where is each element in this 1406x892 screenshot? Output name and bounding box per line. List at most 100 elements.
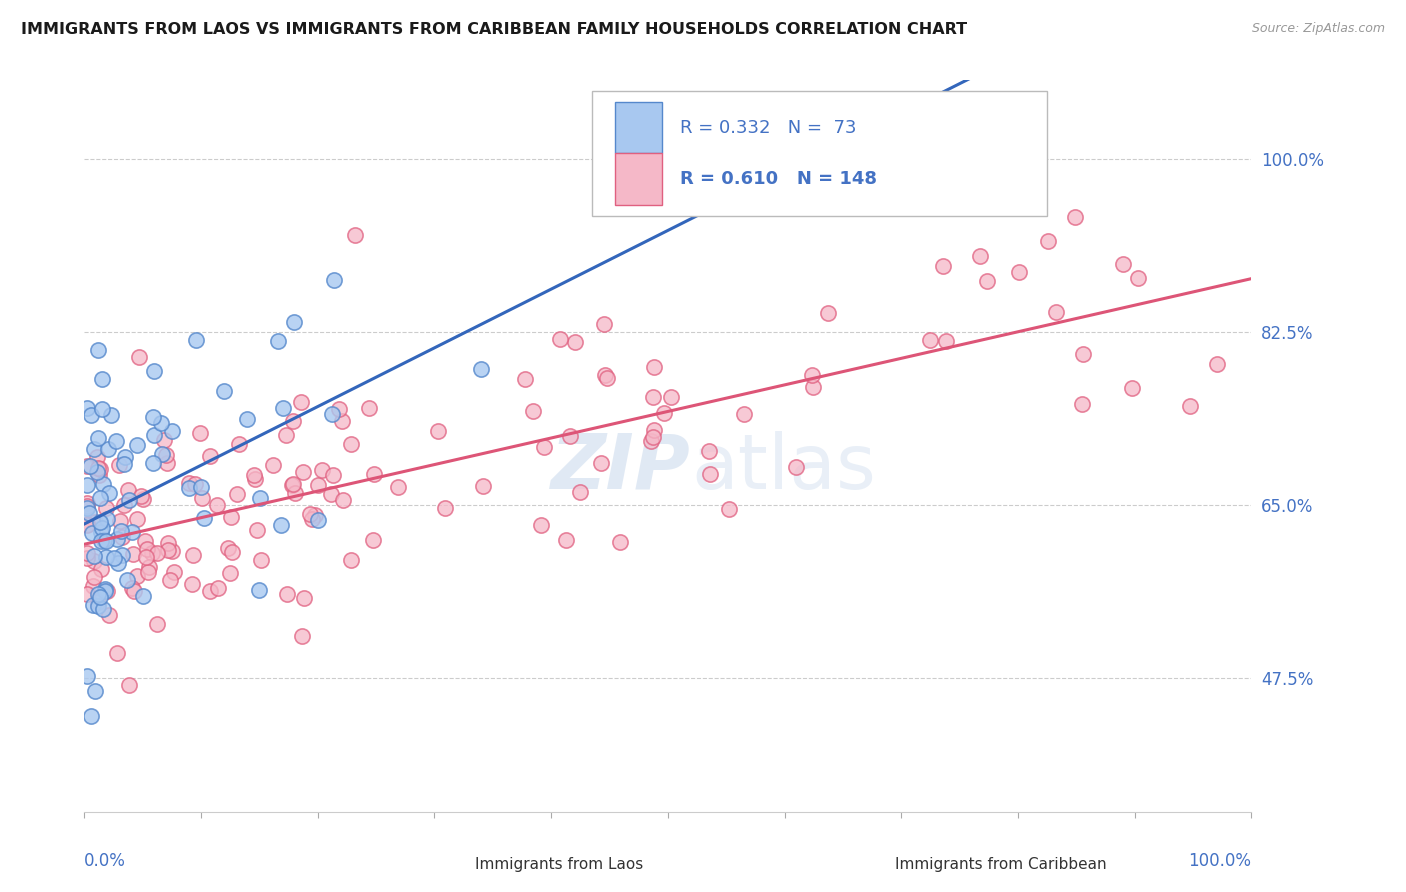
Point xyxy=(104,434,127,448)
Point xyxy=(156,536,179,550)
Point xyxy=(122,583,145,598)
Point xyxy=(132,589,155,603)
Point xyxy=(193,511,215,525)
Point xyxy=(513,372,536,386)
Point xyxy=(609,534,631,549)
Point xyxy=(1071,397,1094,411)
Point xyxy=(290,395,312,409)
Point xyxy=(340,437,363,451)
Point xyxy=(558,429,581,443)
Point xyxy=(299,507,322,521)
Point xyxy=(83,554,105,568)
Point xyxy=(554,533,576,547)
Text: Immigrants from Laos: Immigrants from Laos xyxy=(475,857,644,871)
Point xyxy=(152,447,174,461)
Point xyxy=(136,566,159,580)
Point xyxy=(1045,304,1067,318)
Point xyxy=(121,547,143,561)
Point xyxy=(112,498,135,512)
Point xyxy=(76,477,98,491)
Point xyxy=(643,423,665,437)
Point xyxy=(127,438,149,452)
FancyBboxPatch shape xyxy=(592,91,1047,216)
Point xyxy=(226,486,249,500)
Point xyxy=(969,249,991,263)
Point xyxy=(235,411,257,425)
Point xyxy=(129,489,152,503)
Point xyxy=(641,430,664,444)
Bar xyxy=(420,854,446,875)
Point xyxy=(550,332,572,346)
Point xyxy=(321,487,343,501)
Point xyxy=(83,515,105,529)
Point xyxy=(596,371,619,385)
Point xyxy=(142,456,165,470)
Point xyxy=(321,408,343,422)
Point xyxy=(322,467,344,482)
Point xyxy=(1121,381,1143,395)
Point xyxy=(111,530,134,544)
Point xyxy=(86,432,108,446)
Point xyxy=(522,404,544,418)
Point xyxy=(150,416,173,430)
Point xyxy=(94,533,117,548)
Point xyxy=(155,456,177,470)
Point xyxy=(83,549,105,563)
Point xyxy=(107,557,129,571)
Point xyxy=(89,461,111,475)
Point xyxy=(86,450,108,464)
Point xyxy=(1206,357,1229,371)
Point xyxy=(249,491,271,505)
Point xyxy=(218,566,240,581)
Point xyxy=(135,550,157,565)
Point xyxy=(920,334,942,348)
Point xyxy=(94,501,117,516)
Point xyxy=(87,461,110,475)
Point xyxy=(79,458,101,473)
Text: atlas: atlas xyxy=(692,431,876,505)
Point xyxy=(976,274,998,288)
Point xyxy=(160,543,183,558)
Point xyxy=(311,463,333,477)
Point xyxy=(699,444,721,458)
Text: 100.0%: 100.0% xyxy=(1188,852,1251,870)
Point xyxy=(100,408,122,422)
Text: Source: ZipAtlas.com: Source: ZipAtlas.com xyxy=(1251,22,1385,36)
Point xyxy=(328,401,350,416)
Point xyxy=(76,551,98,566)
Point xyxy=(103,551,125,566)
Point xyxy=(291,629,314,643)
Point xyxy=(76,458,98,473)
Point xyxy=(733,407,755,421)
Point xyxy=(96,442,118,456)
Point xyxy=(89,467,111,482)
Point xyxy=(96,583,118,598)
Point xyxy=(1064,210,1087,224)
Point xyxy=(117,483,139,497)
Point xyxy=(246,523,269,537)
Point xyxy=(292,591,315,605)
Text: 0.0%: 0.0% xyxy=(84,852,127,870)
Point xyxy=(183,548,205,562)
Point xyxy=(1071,347,1094,361)
Point xyxy=(652,406,675,420)
Point xyxy=(243,468,266,483)
Point xyxy=(245,472,267,486)
Point xyxy=(87,343,110,357)
Point xyxy=(134,533,156,548)
Point xyxy=(91,476,114,491)
Point xyxy=(87,587,110,601)
Point xyxy=(98,486,121,500)
Point xyxy=(118,678,141,692)
Point xyxy=(785,460,807,475)
Point xyxy=(91,401,114,416)
Y-axis label: Family Households: Family Households xyxy=(0,368,8,524)
Point xyxy=(281,477,304,491)
Point xyxy=(641,390,664,404)
Point xyxy=(155,449,177,463)
Point xyxy=(138,560,160,574)
Point xyxy=(330,414,353,428)
Point xyxy=(146,617,169,632)
Point xyxy=(180,577,202,591)
Point xyxy=(301,512,323,526)
